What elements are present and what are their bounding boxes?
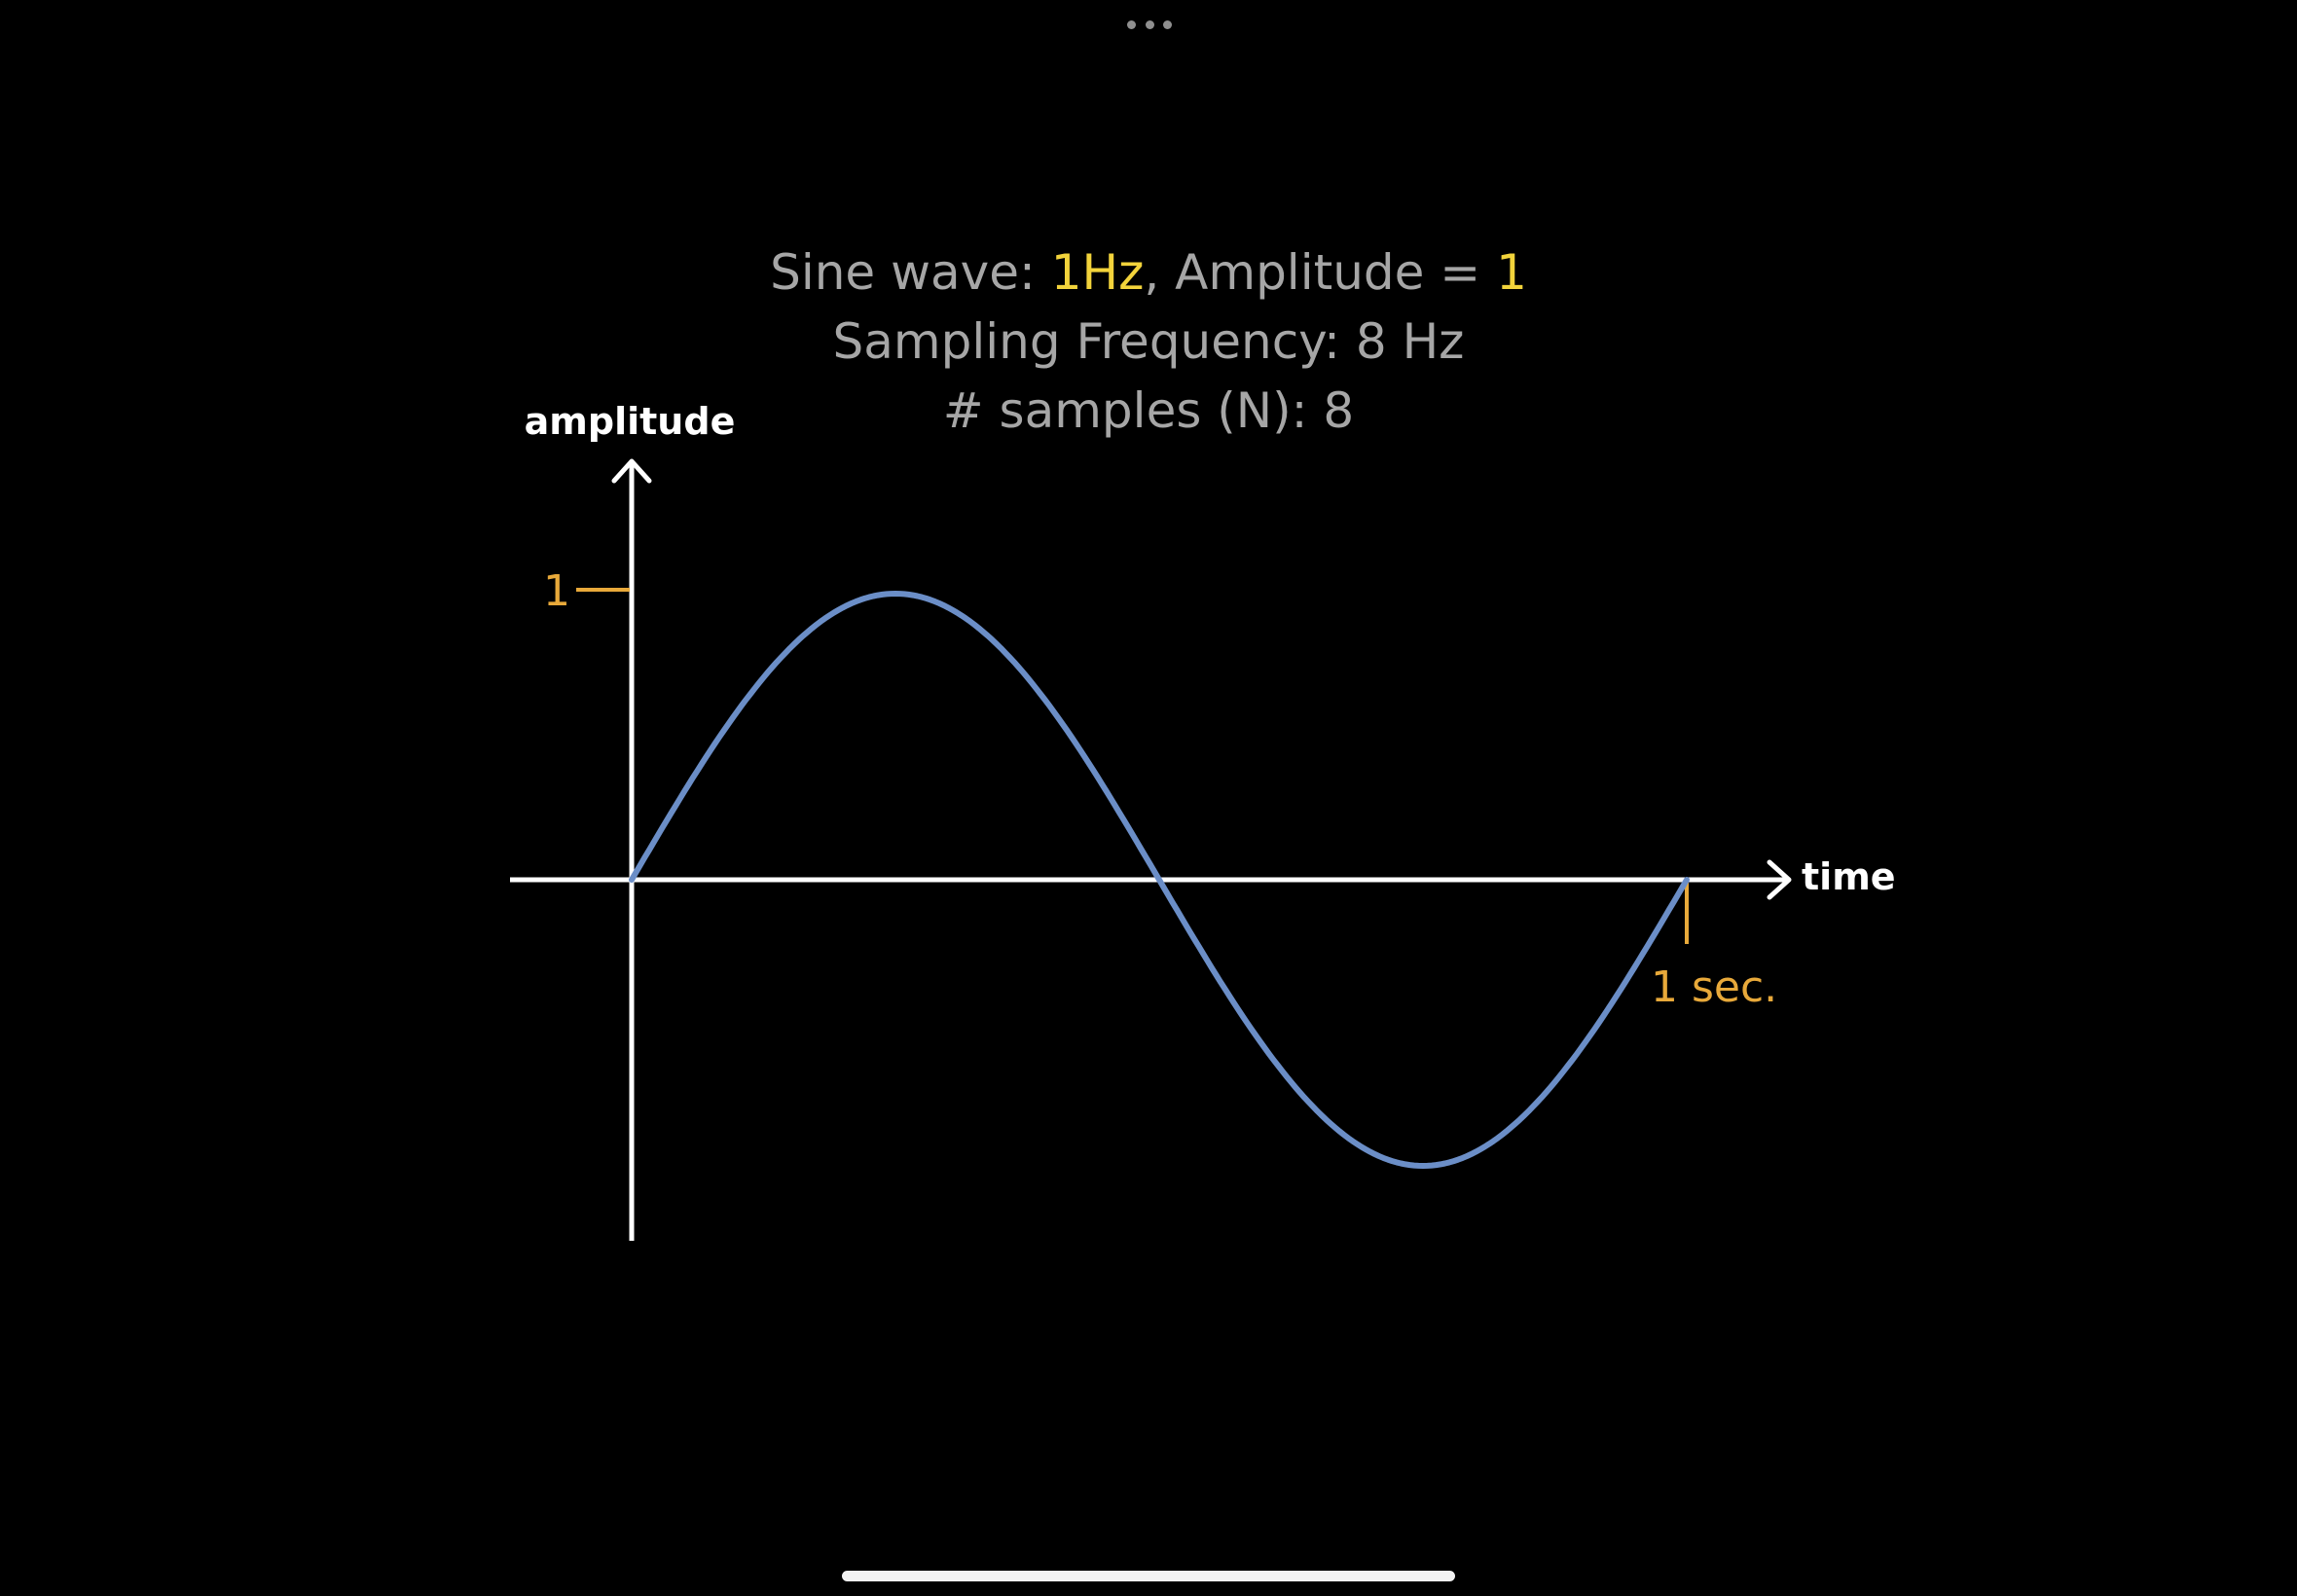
caption-amplitude: 1: [1496, 244, 1527, 301]
caption-middle: , Amplitude =: [1144, 244, 1497, 301]
x-tick-label: 1 sec.: [1651, 962, 1777, 1012]
caption-frequency: 1Hz: [1050, 244, 1145, 301]
ellipsis-dot: [1145, 19, 1154, 29]
caption-line-samples: # samples (N): 8: [942, 382, 1355, 439]
caption-line-signal: Sine wave: 1Hz, Amplitude = 1: [0, 243, 2297, 302]
y-axis-arrow-icon: [611, 458, 652, 484]
sine-curve: [629, 591, 1690, 1169]
caption-prefix: Sine wave:: [770, 244, 1051, 301]
x-axis-arrow-icon: [1767, 859, 1792, 900]
ellipsis-icon[interactable]: [1127, 18, 1172, 31]
x-axis-label: time: [1802, 855, 1896, 898]
home-indicator[interactable]: [842, 1571, 1455, 1581]
ellipsis-dot: [1127, 19, 1136, 29]
y-tick-label: 1: [543, 566, 570, 616]
caption-line-sampling: Sampling Frequency: 8 Hz: [832, 313, 1465, 370]
ellipsis-dot: [1163, 19, 1172, 29]
y-axis-label: amplitude: [525, 400, 736, 443]
